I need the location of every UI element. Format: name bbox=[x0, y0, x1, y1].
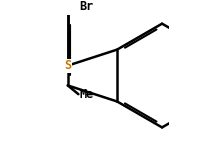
Text: Br: Br bbox=[80, 0, 94, 13]
Text: Me: Me bbox=[80, 88, 94, 101]
Text: S: S bbox=[64, 59, 71, 72]
